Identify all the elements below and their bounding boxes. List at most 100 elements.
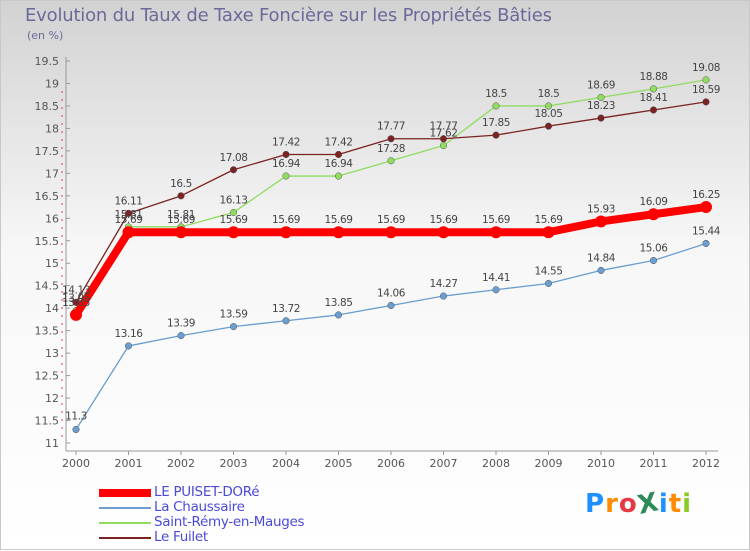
data-label-le-fuilet: 18.05	[534, 108, 562, 120]
data-point-le-fuilet	[229, 166, 238, 174]
data-label-le-fuilet: 18.59	[692, 84, 720, 96]
data-label-le-fuilet: 16.11	[114, 195, 142, 207]
logo-letter: P	[585, 489, 606, 519]
data-label-le-fuilet: 18.23	[587, 100, 615, 112]
data-label-le-puiset-dore: 15.69	[114, 214, 142, 226]
y-tick-label: 17.5	[35, 145, 60, 158]
data-point-le-fuilet	[492, 131, 500, 139]
data-label-la-chaussaire: 13.16	[114, 328, 143, 340]
logo-letter: t	[668, 489, 683, 519]
data-label-la-chaussaire: 14.27	[429, 278, 457, 290]
data-point-le-puiset-dore	[227, 226, 240, 239]
y-tick-label: 16.5	[35, 190, 60, 203]
data-label-le-puiset-dore: 16.09	[639, 196, 667, 208]
data-label-le-fuilet: 17.77	[377, 121, 405, 133]
logo-letter: i	[682, 489, 693, 519]
x-tick-label: 2000	[62, 457, 90, 470]
y-axis-unit: (en %)	[27, 29, 64, 42]
logo-letter: o	[618, 489, 638, 519]
x-tick-label: 2004	[272, 457, 300, 470]
y-tick-label: 17	[45, 167, 59, 180]
data-point-le-fuilet	[334, 150, 343, 159]
data-point-le-fuilet	[597, 114, 605, 122]
data-point-le-puiset-dore	[70, 308, 82, 321]
data-label-saint-remy-en-mauges: 16.13	[219, 194, 247, 206]
data-label-la-chaussaire: 11.3	[65, 411, 87, 423]
data-point-le-fuilet	[544, 122, 553, 130]
data-label-le-puiset-dore: 15.93	[587, 203, 615, 215]
y-tick-label: 13	[45, 347, 59, 360]
proxiti-logo: ProXiti	[585, 487, 693, 521]
data-point-saint-remy-en-mauges	[649, 85, 658, 93]
data-point-la-chaussaire	[72, 425, 80, 434]
data-label-la-chaussaire: 13.59	[219, 309, 247, 321]
data-point-la-chaussaire	[439, 292, 448, 300]
y-tick-label: 16	[45, 212, 59, 225]
data-label-le-puiset-dore: 15.69	[534, 214, 562, 226]
data-label-saint-remy-en-mauges: 17.62	[429, 127, 457, 139]
series-line-saint-remy-en-mauges	[75, 79, 707, 311]
data-label-saint-remy-en-mauges: 18.5	[538, 88, 560, 100]
y-tick-label: 15.5	[35, 235, 60, 248]
data-point-le-puiset-dore	[490, 226, 502, 239]
data-label-saint-remy-en-mauges: 18.69	[587, 79, 615, 91]
data-point-le-fuilet	[387, 135, 395, 143]
data-point-saint-remy-en-mauges	[597, 93, 605, 101]
data-label-le-puiset-dore: 15.69	[324, 214, 352, 226]
data-label-saint-remy-en-mauges: 19.08	[692, 62, 720, 74]
x-tick-label: 2003	[220, 457, 248, 470]
y-tick-label: 15	[45, 257, 59, 270]
data-label-la-chaussaire: 15.06	[639, 243, 668, 255]
data-label-la-chaussaire: 14.84	[587, 252, 616, 264]
data-label-le-puiset-dore: 13.85	[62, 297, 90, 309]
y-tick-label: 11	[45, 437, 59, 450]
data-point-le-puiset-dore	[542, 226, 555, 239]
data-point-le-puiset-dore	[647, 208, 660, 221]
data-label-le-fuilet: 17.08	[219, 152, 247, 164]
data-label-la-chaussaire: 15.44	[692, 225, 721, 237]
x-tick-label: 2009	[535, 457, 563, 470]
data-point-la-chaussaire	[282, 317, 290, 325]
data-point-saint-remy-en-mauges	[334, 172, 343, 180]
data-point-la-chaussaire	[544, 279, 553, 288]
data-point-le-puiset-dore	[175, 226, 187, 239]
x-tick-label: 2008	[482, 457, 510, 470]
y-tick-label: 12	[45, 392, 59, 405]
data-label-le-fuilet: 17.42	[272, 136, 300, 148]
data-label-le-puiset-dore: 15.69	[377, 214, 405, 226]
x-tick-label: 2007	[430, 457, 458, 470]
x-tick-label: 2010	[587, 457, 615, 470]
data-label-le-fuilet: 17.77	[429, 121, 457, 133]
data-point-le-fuilet	[124, 209, 133, 217]
logo-letter: X	[634, 487, 662, 521]
data-label-saint-remy-en-mauges: 16.94	[272, 158, 301, 170]
x-tick-label: 2002	[167, 457, 195, 470]
data-label-saint-remy-en-mauges: 15.81	[167, 209, 195, 221]
data-point-le-fuilet	[439, 135, 448, 143]
logo-letter: i	[658, 489, 669, 519]
data-point-saint-remy-en-mauges	[439, 141, 448, 150]
data-label-la-chaussaire: 14.06	[377, 287, 406, 299]
data-point-le-puiset-dore	[595, 215, 607, 228]
y-tick-label: 19	[45, 77, 59, 90]
data-label-saint-remy-en-mauges: 13.95	[62, 292, 90, 304]
data-label-saint-remy-en-mauges: 18.88	[639, 71, 667, 83]
legend-label: LE PUISET-DORé	[154, 484, 260, 500]
data-label-le-puiset-dore: 15.69	[167, 214, 195, 226]
x-tick-label: 2001	[115, 457, 143, 470]
x-tick-label: 2006	[377, 457, 405, 470]
data-point-saint-remy-en-mauges	[702, 76, 710, 84]
data-label-le-puiset-dore: 15.69	[429, 214, 457, 226]
data-point-le-fuilet	[702, 98, 710, 106]
data-label-le-puiset-dore: 16.25	[692, 189, 720, 201]
data-label-saint-remy-en-mauges: 15.81	[114, 209, 142, 221]
data-point-la-chaussaire	[702, 239, 710, 248]
y-tick-label: 18	[45, 122, 59, 135]
legend-label: Le Fuilet	[154, 529, 208, 545]
y-tick-label: 13.5	[35, 325, 60, 338]
chart-title: Evolution du Taux de Taxe Foncière sur l…	[25, 5, 552, 26]
data-point-le-puiset-dore	[122, 226, 135, 239]
data-label-saint-remy-en-mauges: 16.94	[324, 158, 353, 170]
data-label-le-puiset-dore: 15.69	[272, 214, 300, 226]
